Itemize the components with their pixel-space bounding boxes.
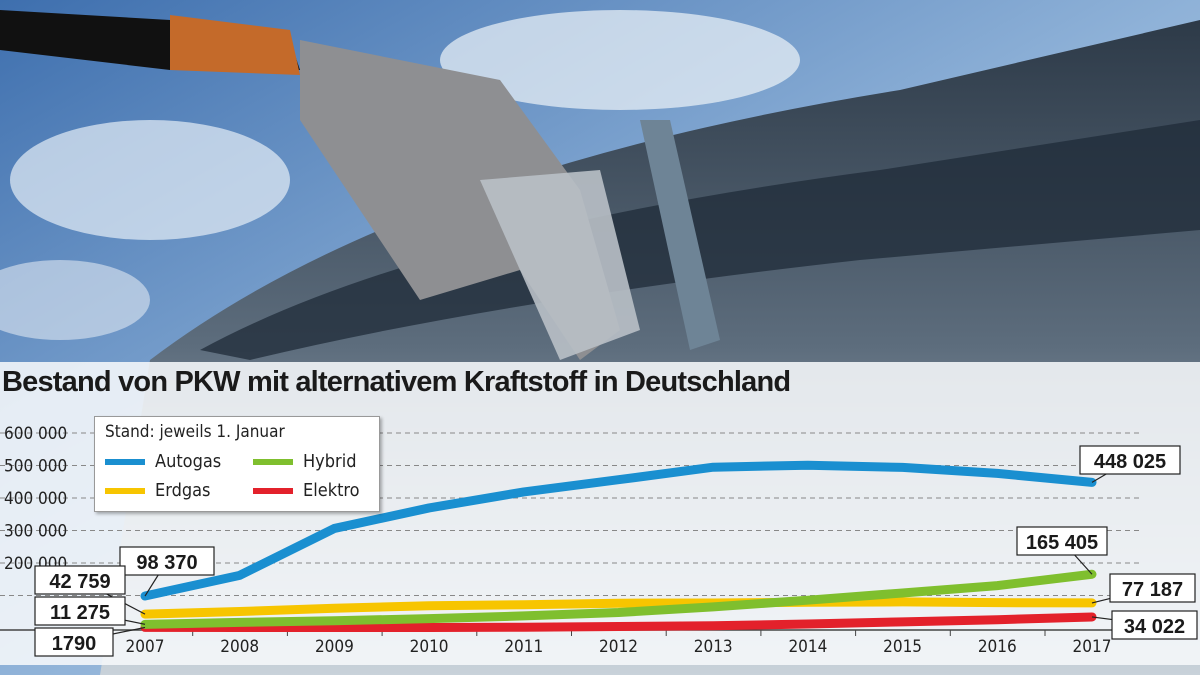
legend-item-autogas: Autogas bbox=[105, 451, 221, 472]
x-tick-label: 2016 bbox=[978, 637, 1017, 657]
x-tick-label: 2007 bbox=[126, 637, 165, 657]
legend-label: Erdgas bbox=[155, 480, 211, 501]
y-tick-label: 600 000 bbox=[4, 424, 67, 444]
x-tick-label: 2010 bbox=[410, 637, 449, 657]
legend-label: Hybrid bbox=[303, 451, 357, 472]
callout-box bbox=[1016, 526, 1108, 556]
x-tick-label: 2012 bbox=[599, 637, 638, 657]
callout-box bbox=[34, 565, 126, 595]
legend-label: Elektro bbox=[303, 480, 360, 501]
legend: Stand: jeweils 1. Januar Autogas Erdgas … bbox=[94, 416, 380, 512]
data-label-hybrid-end: 165 405 bbox=[1026, 532, 1098, 554]
x-tick-label: 2011 bbox=[504, 637, 543, 657]
legend-item-erdgas: Erdgas bbox=[105, 480, 211, 501]
data-label-elektro-end: 34 022 bbox=[1124, 616, 1185, 638]
legend-swatch bbox=[253, 487, 293, 494]
data-label-erdgas-start: 42 759 bbox=[49, 571, 110, 593]
data-label-elektro-start: 1790 bbox=[52, 633, 97, 655]
data-label-erdgas-end: 77 187 bbox=[1122, 579, 1183, 601]
callout-box bbox=[34, 596, 126, 626]
x-tick-label: 2013 bbox=[694, 637, 733, 657]
callout-box bbox=[1111, 610, 1198, 640]
x-tick-label: 2015 bbox=[883, 637, 922, 657]
legend-swatch bbox=[105, 487, 145, 494]
callout-box bbox=[1109, 573, 1196, 603]
chart-title: Bestand von PKW mit alternativem Kraftst… bbox=[2, 366, 791, 398]
data-label-hybrid-start: 11 275 bbox=[50, 602, 110, 624]
y-tick-label: 500 000 bbox=[4, 457, 67, 477]
y-tick-label: 400 000 bbox=[4, 489, 67, 509]
data-label-autogas-start: 98 370 bbox=[136, 552, 197, 574]
x-tick-label: 2009 bbox=[315, 637, 354, 657]
data-label-autogas-end: 448 025 bbox=[1094, 451, 1166, 473]
x-tick-label: 2017 bbox=[1073, 637, 1112, 657]
legend-item-elektro: Elektro bbox=[253, 480, 360, 501]
series-line-hybrid bbox=[140, 569, 1097, 629]
callout-box bbox=[119, 546, 215, 576]
series-line-erdgas bbox=[140, 597, 1097, 619]
legend-label: Autogas bbox=[155, 451, 222, 472]
legend-title: Stand: jeweils 1. Januar bbox=[105, 422, 285, 442]
callout-box bbox=[34, 627, 114, 657]
legend-swatch bbox=[253, 458, 293, 465]
callout-box bbox=[1079, 445, 1181, 475]
series-line-autogas bbox=[140, 460, 1097, 601]
series-line-elektro bbox=[140, 612, 1097, 633]
legend-swatch bbox=[105, 458, 145, 465]
y-tick-label: 300 000 bbox=[4, 522, 67, 542]
x-tick-label: 2008 bbox=[220, 637, 259, 657]
legend-item-hybrid: Hybrid bbox=[253, 451, 356, 472]
x-tick-label: 2014 bbox=[788, 637, 827, 657]
